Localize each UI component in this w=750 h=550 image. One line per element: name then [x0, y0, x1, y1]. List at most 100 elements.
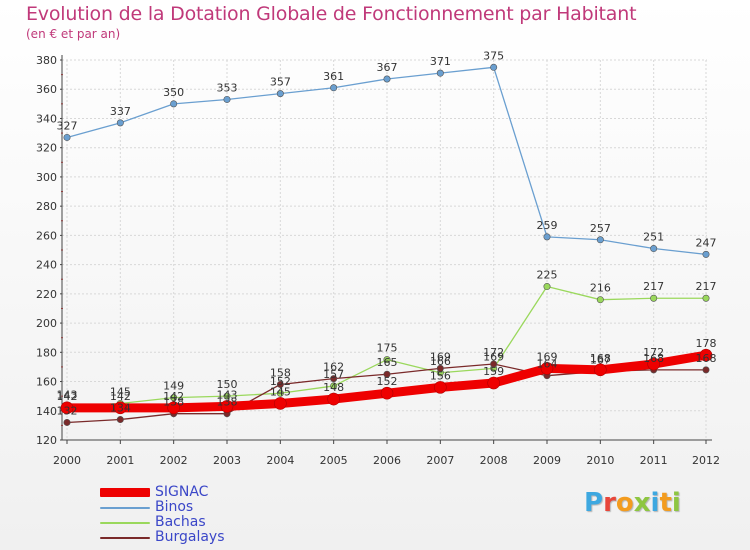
data-label: 169 — [537, 350, 558, 363]
legend-label-binos: Binos — [155, 499, 194, 515]
data-label: 172 — [483, 346, 504, 359]
data-point — [702, 250, 710, 258]
logo-letter: t — [659, 488, 672, 518]
x-tick-label: 2005 — [320, 454, 348, 467]
data-point — [330, 375, 338, 383]
data-label: 150 — [217, 378, 238, 391]
data-label: 142 — [57, 390, 78, 403]
data-point — [436, 69, 444, 77]
data-label: 357 — [270, 76, 291, 89]
y-tick-label: 200 — [36, 317, 57, 330]
data-label: 217 — [696, 280, 717, 293]
data-label: 169 — [430, 350, 451, 363]
data-point — [434, 381, 447, 394]
logo-letter: i — [671, 488, 681, 518]
data-point — [383, 370, 391, 378]
legend-item-signac: SIGNAC — [100, 484, 320, 500]
data-point — [276, 90, 284, 98]
data-point — [543, 233, 551, 241]
data-label: 165 — [377, 356, 398, 369]
data-point — [436, 364, 444, 372]
data-point — [170, 100, 178, 108]
x-tick-label: 2000 — [53, 454, 81, 467]
data-label: 142 — [163, 390, 184, 403]
y-tick-label: 340 — [36, 112, 57, 125]
data-label: 217 — [643, 280, 664, 293]
x-tick-label: 2003 — [213, 454, 241, 467]
data-point — [383, 75, 391, 83]
data-point — [116, 416, 124, 424]
y-tick-label: 240 — [36, 259, 57, 272]
legend-item-bachas: Bachas — [100, 514, 320, 530]
data-label: 251 — [643, 231, 664, 244]
x-tick-label: 2007 — [426, 454, 454, 467]
y-tick-label: 280 — [36, 200, 57, 213]
data-label: 168 — [590, 352, 611, 365]
data-point — [274, 397, 287, 410]
data-label: 157 — [323, 368, 344, 381]
legend-swatch-burgalays — [100, 537, 150, 539]
data-label: 367 — [377, 61, 398, 74]
data-label: 145 — [110, 385, 131, 398]
data-label: 158 — [270, 366, 291, 379]
data-point — [540, 362, 554, 375]
data-label: 225 — [537, 269, 558, 282]
data-point — [60, 401, 74, 415]
data-label: 152 — [270, 375, 291, 388]
data-point — [330, 84, 338, 92]
data-point — [276, 389, 284, 397]
data-label: 375 — [483, 49, 504, 62]
data-point — [702, 294, 710, 302]
y-tick-label: 360 — [36, 83, 57, 96]
logo-letter: i — [650, 488, 660, 518]
data-point — [327, 392, 340, 406]
y-tick-label: 120 — [36, 434, 57, 447]
data-point — [170, 394, 178, 402]
y-tick-label: 300 — [36, 171, 57, 184]
data-point — [220, 400, 234, 413]
data-label: 143 — [57, 388, 78, 401]
data-point — [650, 245, 658, 253]
data-point — [699, 348, 713, 362]
data-label: 152 — [377, 375, 398, 388]
logo-letter: r — [603, 488, 616, 518]
y-tick-label: 260 — [36, 229, 57, 242]
legend-swatch-signac — [100, 488, 150, 497]
proxiti-logo: Proxiti — [584, 488, 681, 518]
data-point — [543, 283, 551, 291]
data-label: 259 — [537, 219, 558, 232]
data-label: 142 — [110, 390, 131, 403]
data-label: 143 — [217, 388, 238, 401]
x-tick-label: 2002 — [160, 454, 188, 467]
data-point — [647, 357, 660, 371]
data-label: 350 — [163, 86, 184, 99]
data-point — [223, 95, 231, 103]
data-label: 353 — [217, 81, 238, 94]
legend: SIGNAC Binos Bachas Burgalays — [100, 484, 320, 545]
data-point — [63, 418, 71, 426]
chart-title: Evolution de la Dotation Globale de Fonc… — [26, 3, 637, 25]
axes: 120 140 160 180 200 220 240 260 280 300 320 340 360 3… — [36, 54, 720, 467]
data-point — [167, 401, 180, 415]
data-label: 168 — [643, 352, 664, 365]
data-point — [596, 236, 604, 244]
data-label: 371 — [430, 55, 451, 68]
data-label: 168 — [696, 352, 717, 365]
data-label: 178 — [696, 337, 717, 350]
x-tick-label: 2001 — [106, 454, 134, 467]
legend-item-burgalays: Burgalays — [100, 529, 320, 545]
data-point — [330, 382, 338, 390]
data-point — [650, 294, 658, 302]
data-label: 169 — [483, 350, 504, 363]
data-label: 156 — [430, 369, 451, 382]
x-tick-label: 2009 — [533, 454, 561, 467]
x-tick-label: 2011 — [640, 454, 668, 467]
data-label: 172 — [643, 346, 664, 359]
data-point — [487, 376, 500, 390]
data-label: 138 — [217, 396, 238, 409]
data-point — [490, 360, 498, 368]
logo-letter: P — [584, 488, 604, 518]
logo-letter: x — [633, 488, 651, 518]
